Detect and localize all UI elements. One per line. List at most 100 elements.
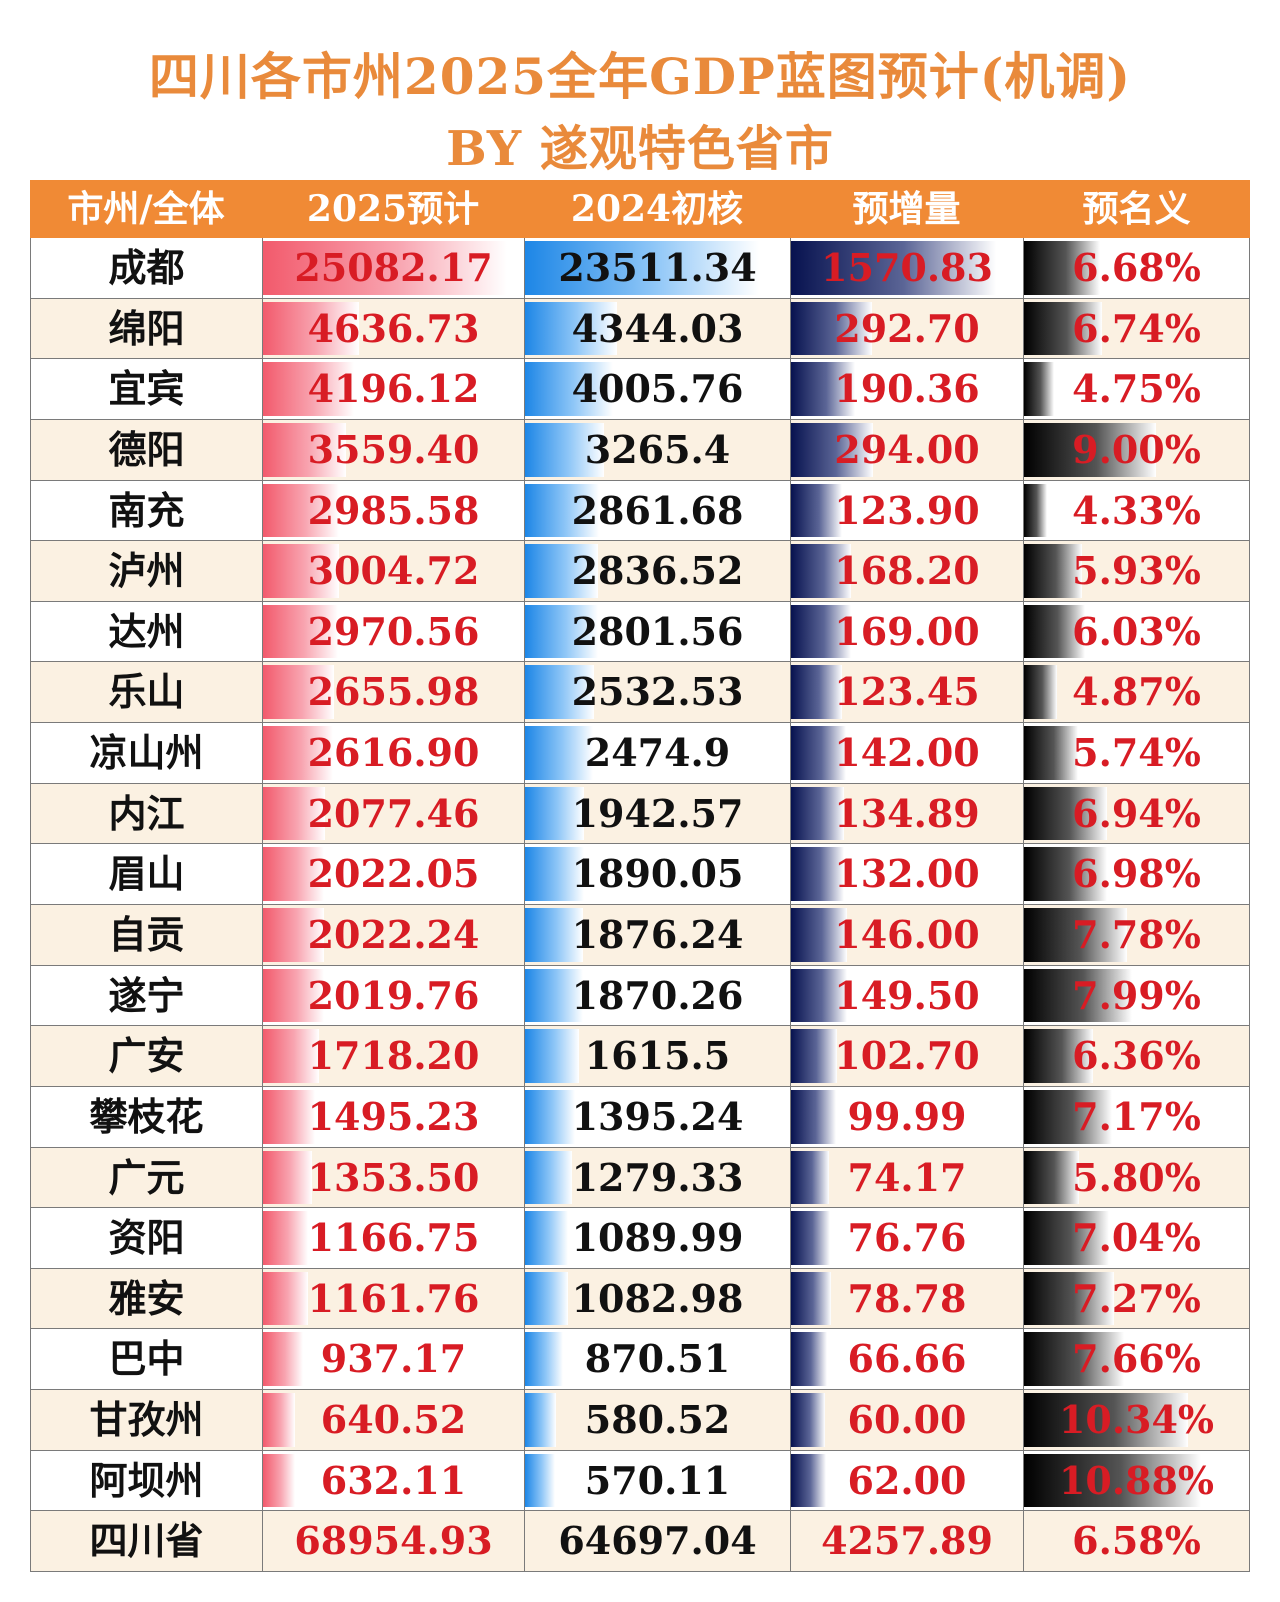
gdp-2024-cell-text: 570.11 [584,1457,731,1503]
increase-cell-text: 142.00 [834,730,980,776]
region-name-text: 达州 [108,608,185,654]
gdp-2025-cell-text: 2019.76 [307,972,480,1018]
gdp-2025-cell-text: 632.11 [320,1457,467,1503]
gdp-2025-cell: 1161.76 [262,1268,524,1329]
increase-bar [791,1393,826,1447]
table-row: 德阳 3559.40 3265.4 294.00 9.00% [30,419,1250,481]
gdp-2025-bar [263,604,339,659]
growth-cell-text: 7.17% [1072,1093,1201,1139]
increase-cell-text: 149.50 [834,972,980,1018]
growth-cell: 6.98% [1023,844,1250,904]
gdp-2025-cell-text: 1353.50 [307,1154,480,1200]
gdp-2025-cell-text: 2022.24 [307,912,480,957]
table-row: 资阳 1166.75 1089.99 76.76 7.04% [30,1208,1250,1269]
gdp-2025-cell-text: 937.17 [320,1336,467,1382]
gdp-2024-bar [525,362,614,416]
table-header: 市州/全体 2025预计 2024初核 预增量 预名义 [30,180,1250,238]
gdp-2024-bar [525,1029,579,1083]
growth-bar [1024,908,1127,962]
increase-cell: 134.89 [790,783,1023,844]
region-name: 泸州 [30,541,262,601]
increase-cell-text: 102.70 [834,1033,980,1079]
gdp-2025-cell-text: 1161.76 [307,1275,480,1321]
table-row: 达州 2970.56 2801.56 169.00 6.03% [30,601,1250,663]
table-row: 阿坝州 632.11 570.11 62.00 10.88% [30,1450,1250,1512]
table-row: 广元 1353.50 1279.33 74.17 5.80% [30,1147,1250,1209]
growth-cell: 4.87% [1023,662,1250,723]
table-row: 乐山 2655.98 2532.53 123.45 4.87% [30,662,1250,724]
growth-cell: 9.00% [1023,419,1250,480]
region-name: 绵阳 [30,298,262,359]
gdp-2024-bar [525,1393,556,1447]
gdp-2024-cell: 580.52 [524,1390,790,1450]
increase-bar [791,362,856,416]
gdp-2025-cell: 25082.17 [262,238,524,298]
region-name: 四川省 [30,1511,262,1571]
increase-cell-text: 168.20 [834,548,980,594]
increase-cell-text: 74.17 [847,1154,967,1200]
growth-cell: 4.33% [1023,480,1250,541]
growth-cell-text: 7.99% [1072,972,1201,1018]
gdp-2024-bar [525,604,598,659]
gdp-2025-cell: 1718.20 [262,1026,524,1086]
growth-cell-text: 10.88% [1058,1457,1215,1503]
region-name: 成都 [30,238,262,298]
increase-cell: 146.00 [790,905,1023,965]
region-name: 达州 [30,601,262,662]
gdp-2025-bar [263,847,324,901]
growth-bar [1024,1211,1109,1265]
growth-cell: 6.36% [1023,1026,1250,1086]
gdp-2025-cell: 2985.58 [262,480,524,541]
growth-cell: 7.66% [1023,1329,1250,1390]
growth-cell-text: 6.98% [1072,851,1201,897]
region-name-text: 资阳 [108,1215,185,1261]
gdp-2024-cell: 3265.4 [524,419,790,480]
gdp-2024-bar [525,1332,564,1387]
region-name: 阿坝州 [30,1450,262,1511]
increase-cell-text: 4257.89 [821,1518,993,1564]
gdp-2025-cell-text: 3004.72 [307,548,480,594]
increase-bar [791,544,851,598]
increase-cell-text: 99.99 [847,1093,967,1139]
gdp-2025-cell: 4196.12 [262,359,524,419]
increase-bar [791,847,844,901]
region-name-text: 巴中 [108,1336,185,1382]
growth-bar [1024,483,1047,538]
total-row: 四川省 68954.93 64697.04 4257.89 6.58% [30,1511,1250,1572]
increase-cell-text: 1570.83 [821,245,993,290]
growth-cell-text: 6.94% [1072,790,1201,836]
gdp-2024-bar [525,422,605,477]
increase-cell-text: 294.00 [834,426,980,472]
increase-cell: 74.17 [790,1147,1023,1208]
gdp-2024-cell-text: 4005.76 [571,366,744,412]
region-name: 攀枝花 [30,1086,262,1147]
chart-title: 四川各市州2025全年GDP蓝图预计(机调) [148,47,1132,106]
growth-bar [1024,1332,1124,1387]
region-name-text: 成都 [108,245,185,290]
gdp-2025-bar [263,1089,315,1144]
region-name-text: 宜宾 [108,366,185,412]
increase-cell: 292.70 [790,298,1023,359]
increase-cell: 102.70 [790,1026,1023,1086]
gdp-2024-cell: 1395.24 [524,1086,790,1147]
increase-cell: 294.00 [790,419,1023,480]
table-row: 南充 2985.58 2861.68 123.90 4.33% [30,480,1250,542]
header-region: 市州/全体 [67,188,225,230]
growth-bar [1024,301,1102,356]
table-row: 成都 25082.17 23511.34 1570.83 6.68% [30,238,1250,299]
region-name-text: 眉山 [108,851,185,897]
gdp-2024-cell: 1279.33 [524,1147,790,1208]
gdp-2025-cell-text: 68954.93 [294,1518,493,1564]
gdp-2025-cell-text: 1495.23 [307,1093,480,1139]
increase-cell: 132.00 [790,844,1023,904]
increase-cell: 123.45 [790,662,1023,723]
gdp-2024-cell: 1870.26 [524,965,790,1026]
increase-bar [791,1029,837,1083]
growth-cell-text: 6.58% [1072,1518,1201,1564]
gdp-2024-cell: 570.11 [524,1450,790,1511]
gdp-2024-cell-text: 1942.57 [571,790,744,836]
gdp-2025-cell-text: 2077.46 [307,790,480,836]
table-row: 攀枝花 1495.23 1395.24 99.99 7.17% [30,1086,1250,1148]
gdp-2024-bar [525,1271,569,1326]
increase-cell-text: 123.90 [834,487,980,533]
